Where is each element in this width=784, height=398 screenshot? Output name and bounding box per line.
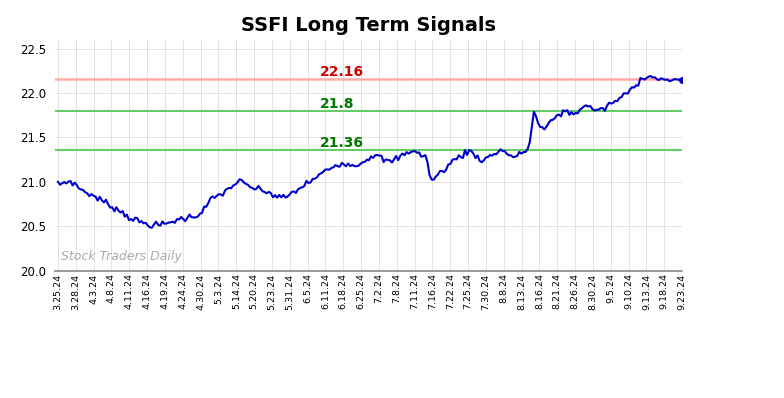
Text: 21.36: 21.36	[320, 136, 364, 150]
Title: SSFI Long Term Signals: SSFI Long Term Signals	[241, 16, 496, 35]
Text: 21.8: 21.8	[320, 97, 354, 111]
Text: 22.16: 22.16	[320, 65, 365, 79]
Text: Stock Traders Daily: Stock Traders Daily	[61, 250, 182, 263]
